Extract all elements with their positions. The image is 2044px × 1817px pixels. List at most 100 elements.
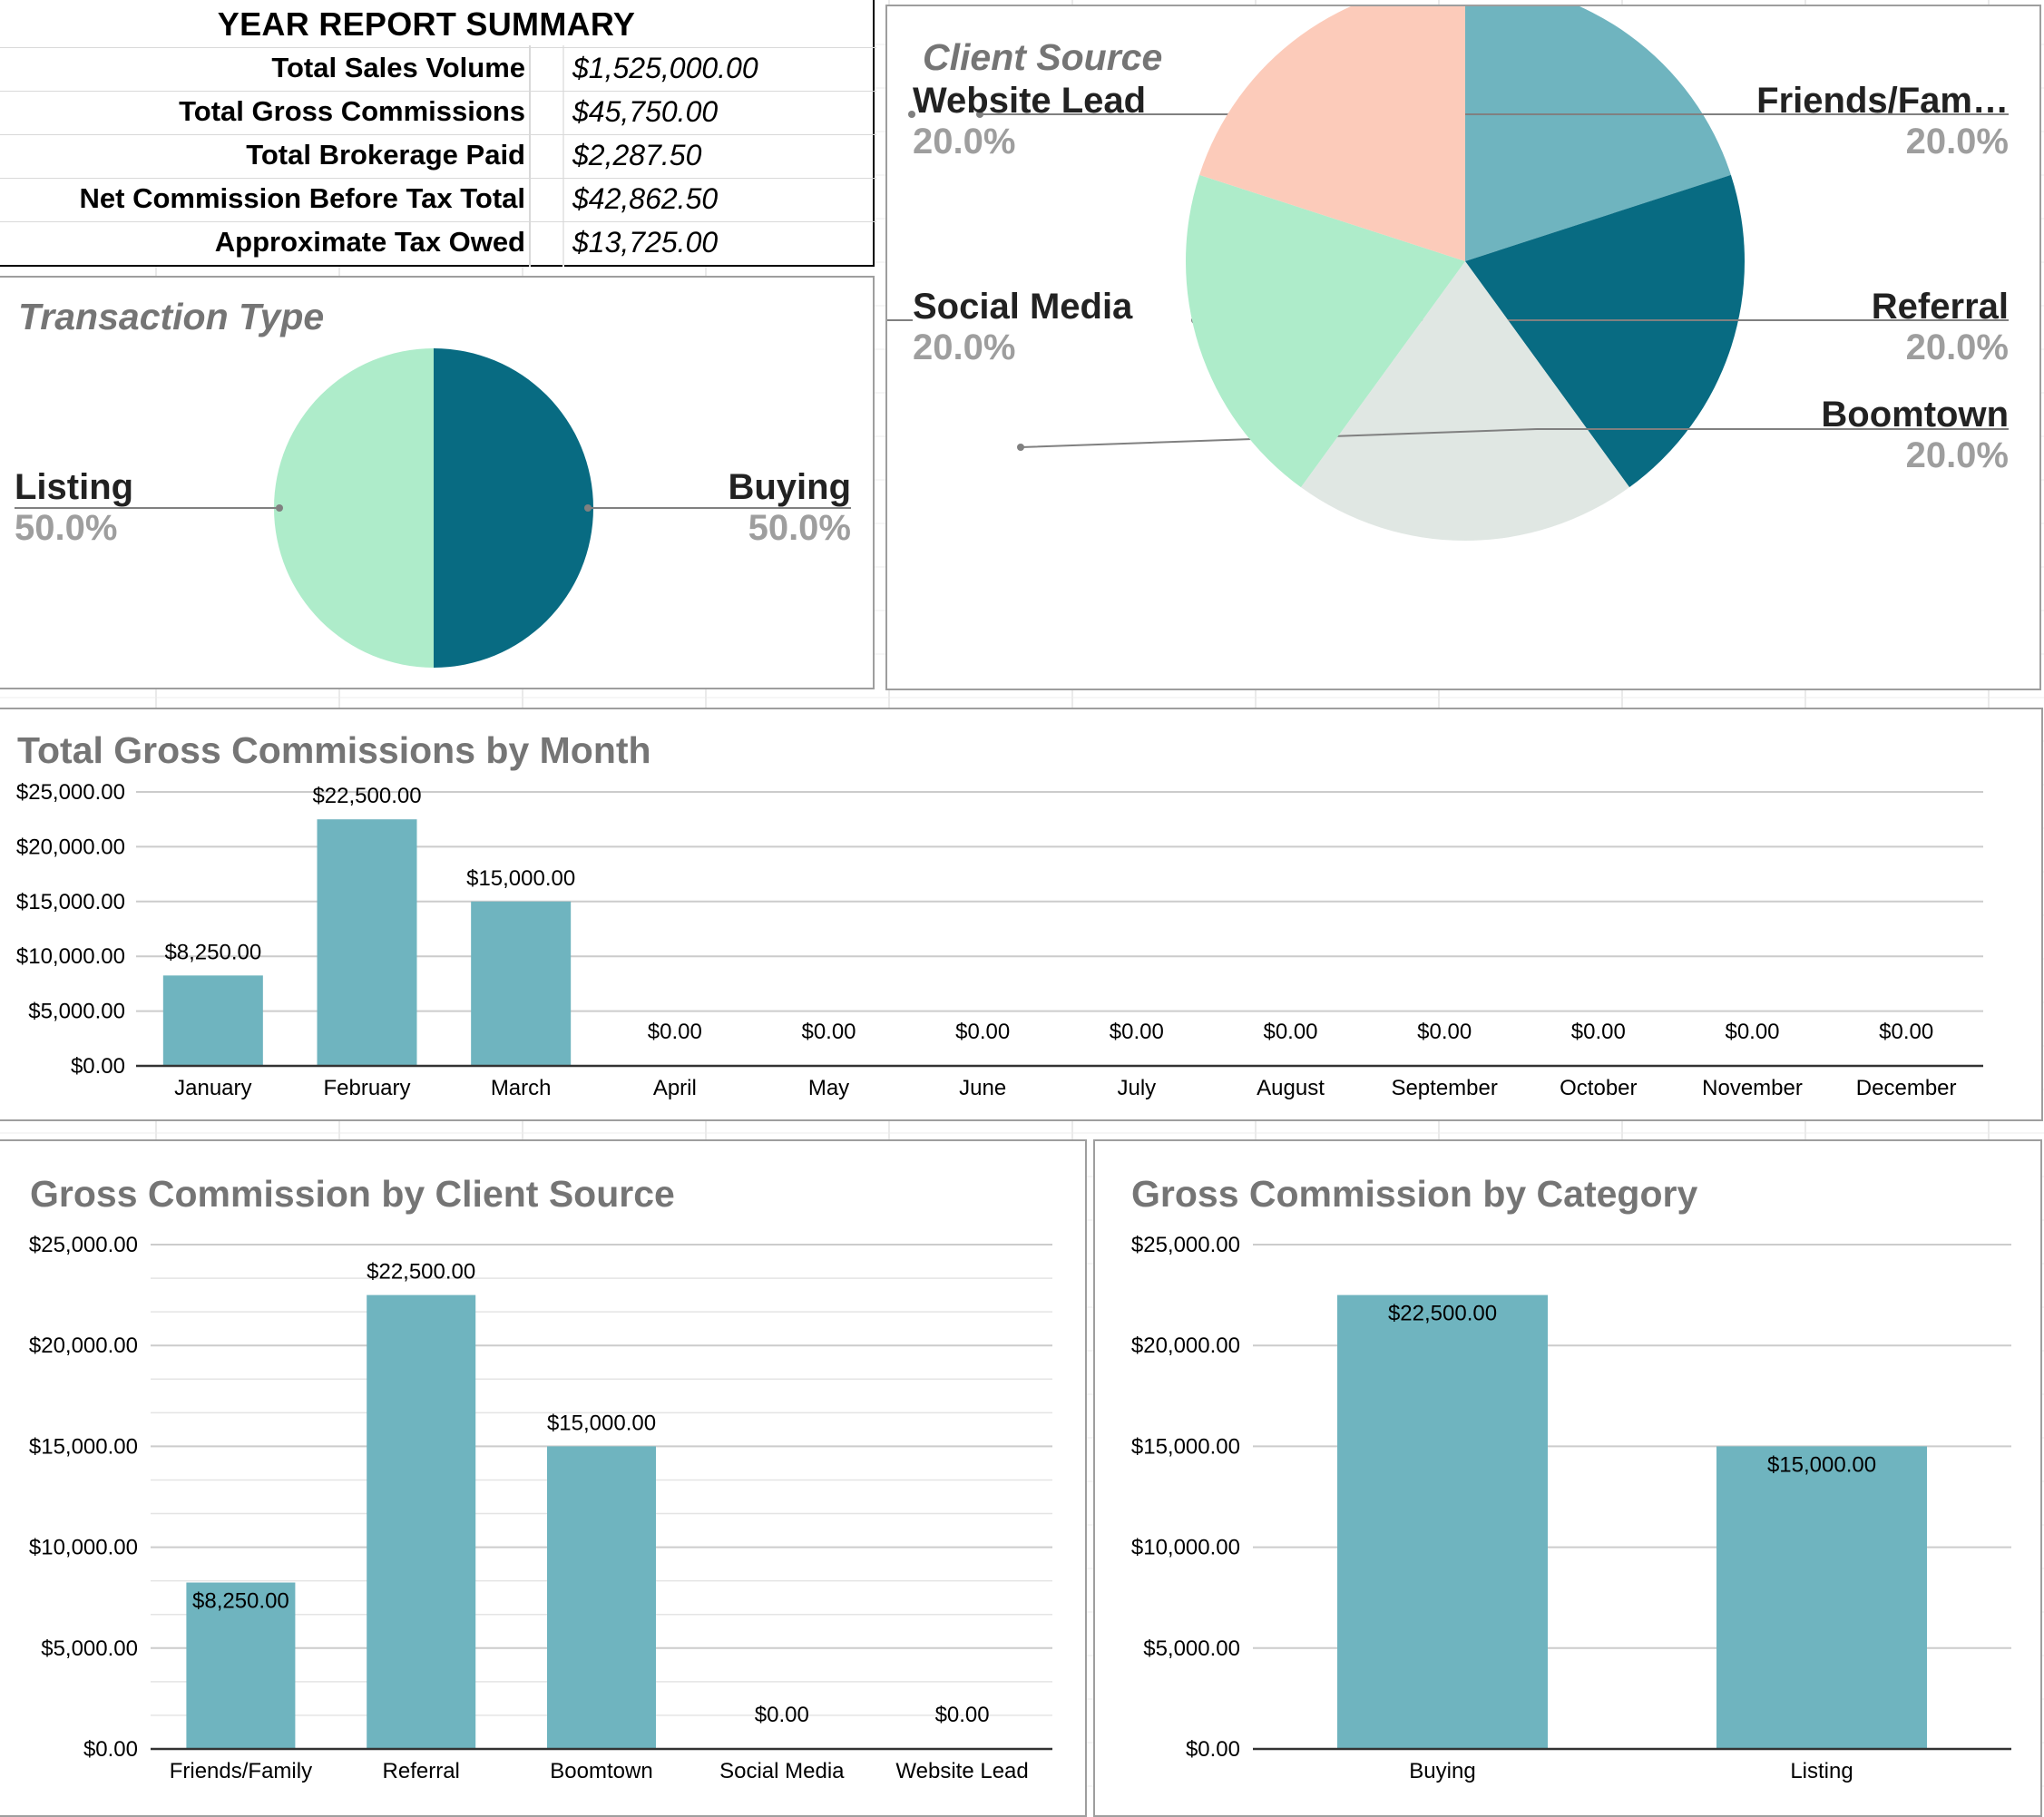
slice-label: Friends/Fam…: [1756, 81, 2009, 121]
client-source-bar-chart: $0.00 $5,000.00 $10,000.00 $15,000.00 $20,00…: [29, 1233, 1052, 1783]
x-tick-label: Boomtown: [550, 1759, 652, 1783]
bar-value-label: $15,000.00: [466, 866, 575, 891]
transaction-type-chart[interactable]: Transaction Type Buying 50.0% Listing 50.0%: [0, 276, 875, 689]
bar-value-label: $22,500.00: [1388, 1302, 1497, 1326]
gross-commission-by-client-source-chart[interactable]: Gross Commission by Client Source $0.00 $…: [0, 1139, 1087, 1817]
summary-value: $2,287.50: [572, 139, 702, 171]
leader-dot: [584, 504, 592, 512]
chart-title: Total Gross Commissions by Month: [17, 729, 651, 771]
y-tick-label: $20,000.00: [29, 1333, 138, 1358]
summary-label: Net Commission Before Tax Total: [79, 182, 526, 214]
slice-percent: 20.0%: [913, 327, 1015, 367]
summary-value: $1,525,000.00: [572, 52, 758, 84]
x-tick-label: Social Media: [719, 1759, 845, 1783]
slice-percent: 50.0%: [748, 508, 851, 548]
bar-value-label: $0.00: [1725, 1020, 1779, 1044]
summary-row: Total Brokerage Paid $2,287.50: [0, 134, 876, 179]
y-tick-label: $0.00: [1186, 1737, 1240, 1762]
x-tick-label: September: [1391, 1076, 1497, 1100]
bar-value-label: $22,500.00: [367, 1260, 475, 1285]
chart-title: Gross Commission by Category: [1131, 1173, 1698, 1215]
bar: [317, 819, 417, 1066]
bar: [162, 975, 263, 1066]
summary-label: Approximate Tax Owed: [214, 226, 525, 258]
bar: [1716, 1446, 1927, 1749]
client-source-chart[interactable]: Client Source Friends/Fam… 20.0% Referral 2…: [885, 5, 2041, 690]
y-tick-label: $15,000.00: [29, 1434, 138, 1459]
bar-value-label: $0.00: [755, 1703, 809, 1727]
bar-value-label: $0.00: [1110, 1020, 1164, 1044]
y-tick-label: $25,000.00: [1131, 1233, 1240, 1257]
x-tick-label: Buying: [1409, 1759, 1475, 1783]
bar: [547, 1446, 656, 1749]
monthly-bar-chart: $0.00 $5,000.00 $10,000.00 $15,000.00 $20,00…: [16, 780, 1983, 1100]
bar-value-label: $8,250.00: [164, 940, 261, 964]
slice-label: Website Lead: [913, 81, 1146, 121]
summary-label: Total Brokerage Paid: [246, 139, 525, 171]
summary-row: Total Gross Commissions $45,750.00: [0, 91, 876, 135]
pie-slice: [1465, 6, 1731, 261]
leader-dot: [908, 111, 915, 118]
summary-value: $42,862.50: [572, 182, 719, 215]
gross-commissions-by-month-chart[interactable]: Total Gross Commissions by Month $0.00 $5…: [0, 708, 2043, 1121]
summary-label: Total Gross Commissions: [179, 95, 525, 127]
slice-label: Listing: [15, 467, 133, 507]
x-tick-label: May: [808, 1076, 849, 1100]
category-bar-chart: $0.00 $5,000.00 $10,000.00 $15,000.00 $20,00…: [1131, 1233, 2011, 1783]
summary-title: YEAR REPORT SUMMARY: [217, 5, 636, 43]
y-tick-label: $0.00: [83, 1737, 138, 1762]
slice-label: Referral: [1872, 287, 2009, 327]
x-tick-label: January: [174, 1076, 251, 1100]
slice-percent: 20.0%: [1906, 327, 2009, 367]
x-tick-label: November: [1702, 1076, 1803, 1100]
y-tick-label: $0.00: [71, 1054, 125, 1079]
x-tick-label: Friends/Family: [170, 1759, 312, 1783]
client-source-pie: Friends/Fam…20.0%Referral20.0%Boomtown20…: [887, 6, 2009, 541]
gross-commission-by-category-chart[interactable]: Gross Commission by Category $0.00 $5,000…: [1093, 1139, 2042, 1817]
pie-slice: [434, 348, 593, 668]
summary-row: Total Sales Volume $1,525,000.00: [0, 47, 876, 92]
slice-percent: 20.0%: [913, 122, 1015, 161]
y-tick-label: $15,000.00: [16, 890, 125, 914]
summary-value: $45,750.00: [572, 95, 719, 128]
x-tick-label: July: [1117, 1076, 1156, 1100]
year-report-summary: YEAR REPORT SUMMARY Total Sales Volume $…: [0, 0, 876, 267]
bar-value-label: $0.00: [648, 1020, 702, 1044]
bar-value-label: $0.00: [1571, 1020, 1626, 1044]
pie-slice: [274, 348, 434, 668]
leader-line: [1020, 428, 2009, 448]
x-tick-label: March: [491, 1076, 552, 1100]
y-tick-label: $10,000.00: [16, 944, 125, 969]
leader-dot: [1017, 444, 1024, 451]
slice-percent: 20.0%: [1906, 122, 2009, 161]
chart-title: Client Source: [923, 36, 1163, 78]
column-divider: [562, 45, 564, 267]
bar-value-label: $0.00: [1417, 1020, 1472, 1044]
chart-title: Transaction Type: [18, 296, 325, 337]
pie-slice: [1186, 174, 1465, 488]
pie-slice: [1465, 174, 1745, 488]
x-tick-label: April: [653, 1076, 697, 1100]
bar-value-label: $0.00: [1879, 1020, 1933, 1044]
bar-value-label: $0.00: [801, 1020, 856, 1044]
y-tick-label: $20,000.00: [1131, 1333, 1240, 1358]
summary-row: Net Commission Before Tax Total $42,862.…: [0, 178, 876, 222]
bar-value-label: $0.00: [955, 1020, 1010, 1044]
summary-row: Approximate Tax Owed $13,725.00: [0, 221, 876, 266]
x-tick-label: Referral: [383, 1759, 460, 1783]
y-tick-label: $25,000.00: [16, 780, 125, 805]
column-divider: [529, 45, 531, 267]
slice-label: Social Media: [913, 287, 1133, 327]
y-tick-label: $20,000.00: [16, 835, 125, 859]
pie-slice: [1300, 261, 1630, 541]
y-tick-label: $5,000.00: [1143, 1636, 1240, 1661]
x-tick-label: Website Lead: [895, 1759, 1028, 1783]
x-tick-label: June: [959, 1076, 1006, 1100]
pie-slice: [1199, 6, 1465, 261]
y-tick-label: $10,000.00: [29, 1536, 138, 1560]
bar-value-label: $15,000.00: [547, 1411, 656, 1435]
bar-value-label: $15,000.00: [1767, 1452, 1876, 1477]
bar: [186, 1582, 296, 1749]
summary-value: $13,725.00: [572, 226, 719, 259]
